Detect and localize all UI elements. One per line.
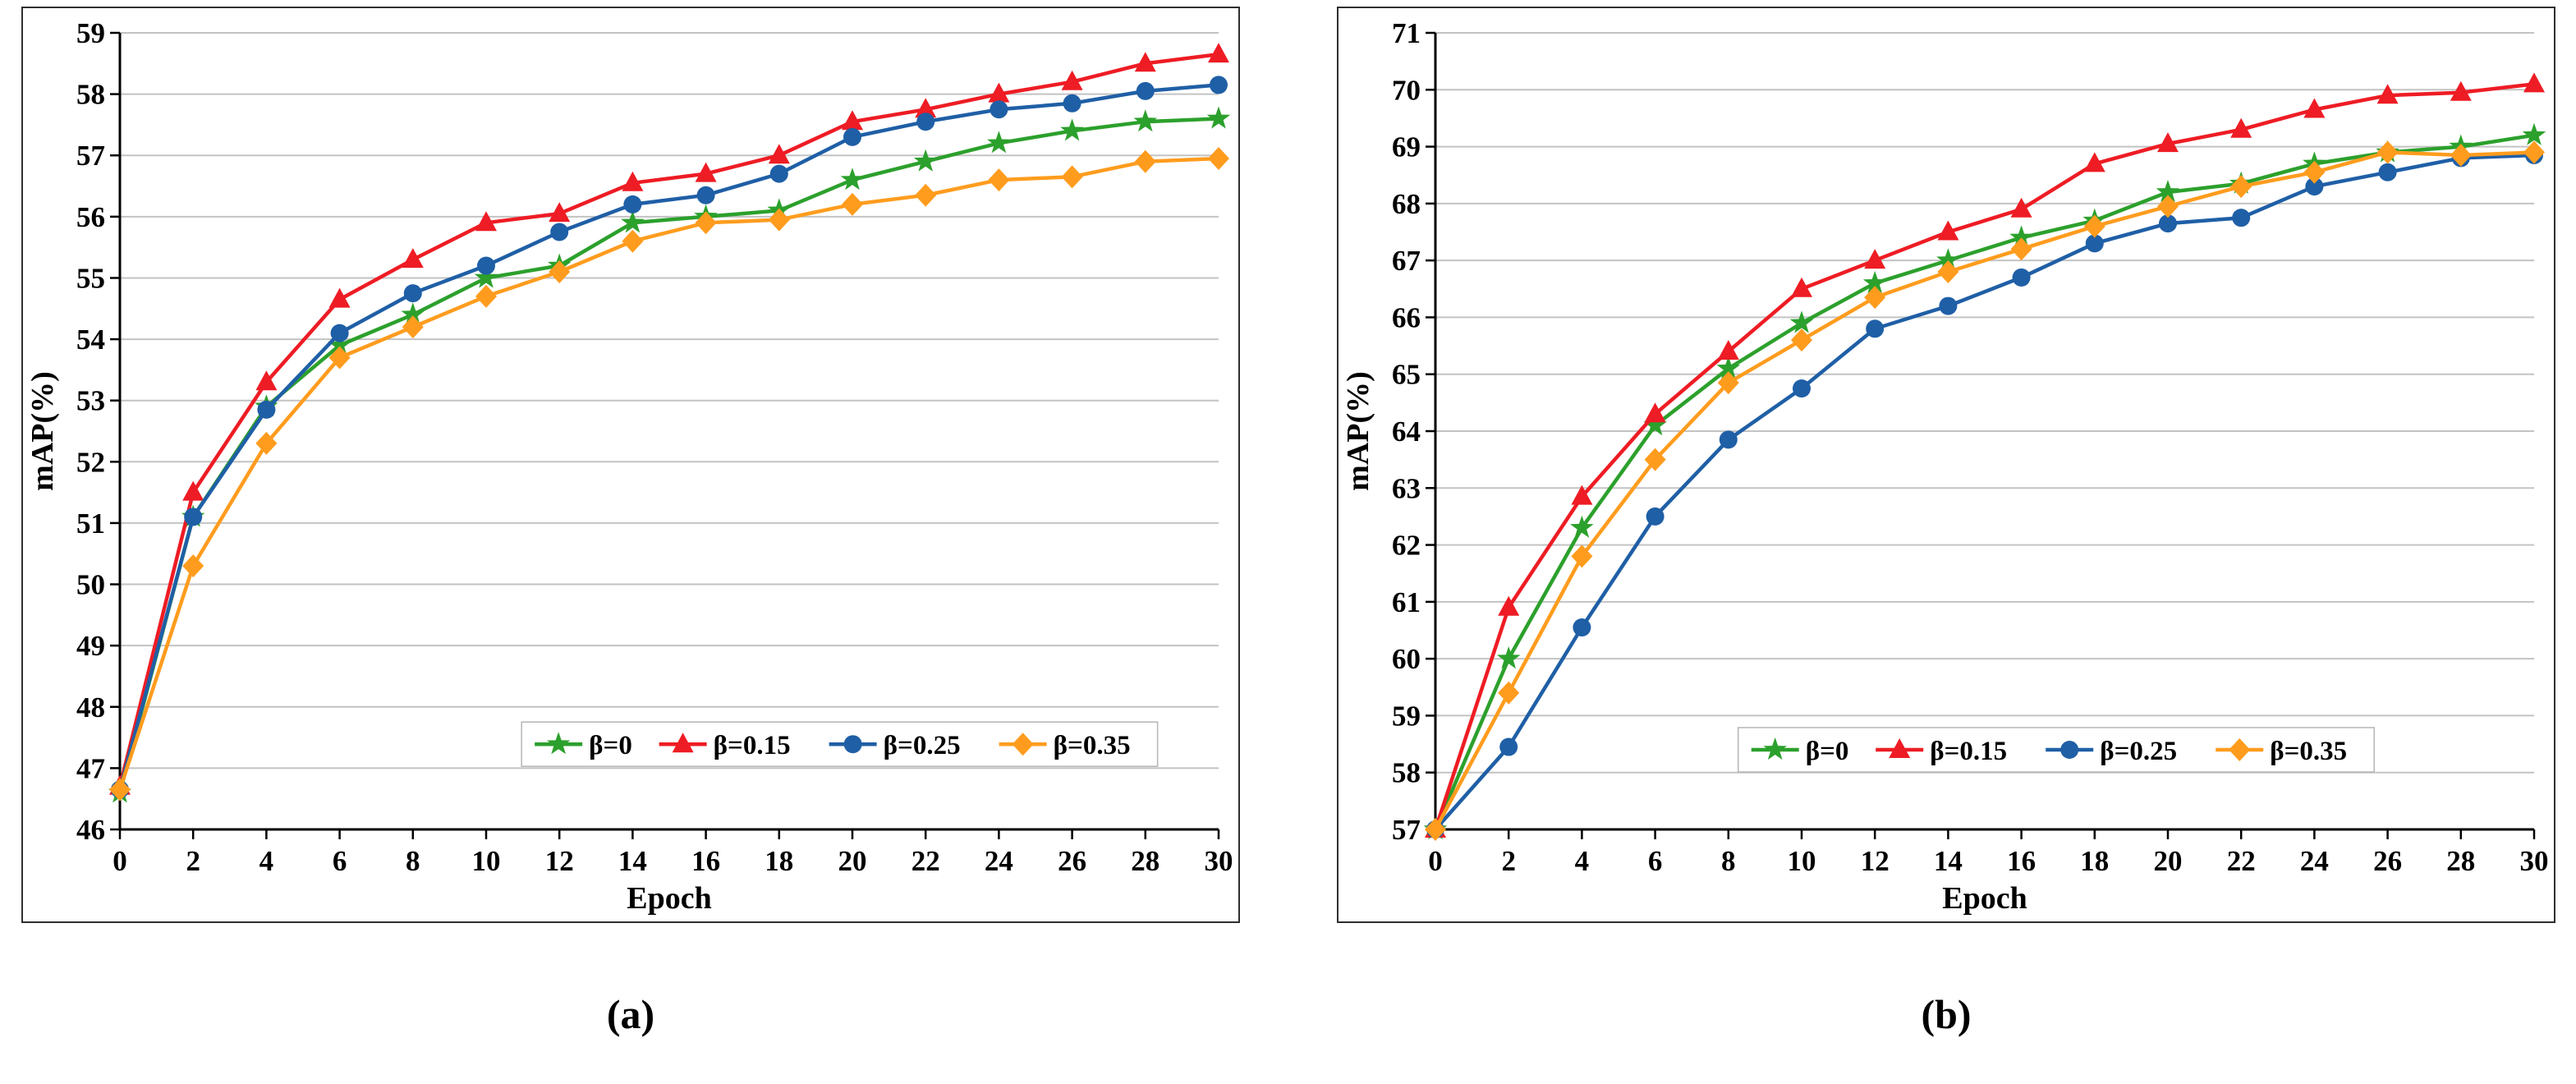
svg-text:56: 56 [76,201,105,233]
svg-text:16: 16 [2007,845,2036,877]
svg-text:30: 30 [2520,845,2549,877]
svg-text:4: 4 [1575,845,1590,877]
panel-b: 57 58 59 60 61 62 63 64 65 66 67 68 69 70 71 0 2 4 6 8 10 12 1… [1337,7,2555,1038]
svg-text:69: 69 [1392,131,1421,163]
svg-text:12: 12 [545,845,574,877]
svg-text:57: 57 [1392,814,1421,846]
svg-text:β=0.35: β=0.35 [1054,731,1131,760]
svg-text:β=0: β=0 [589,731,632,760]
caption-b: (b) [1921,991,1972,1037]
svg-text:8: 8 [406,845,420,877]
svg-text:β=0.15: β=0.15 [714,731,791,760]
svg-text:61: 61 [1392,586,1421,618]
svg-text:6: 6 [333,845,347,877]
figure: 46 47 48 49 50 51 52 53 54 55 56 57 58 59 0 2 4 6 8 10 12 14 1… [21,7,2555,1038]
svg-text:Epoch: Epoch [1942,881,2027,916]
svg-text:16: 16 [691,845,720,877]
svg-text:55: 55 [76,262,105,294]
svg-text:64: 64 [1392,416,1421,448]
svg-text:2: 2 [186,845,200,877]
svg-text:Epoch: Epoch [627,881,711,916]
svg-text:57: 57 [76,140,105,172]
svg-text:26: 26 [2373,845,2402,877]
svg-text:6: 6 [1648,845,1663,877]
svg-text:22: 22 [2227,845,2256,877]
svg-text:48: 48 [76,691,105,723]
svg-text:4: 4 [259,845,274,877]
svg-text:10: 10 [472,845,501,877]
svg-text:β=0.25: β=0.25 [2100,737,2177,766]
svg-text:46: 46 [76,814,105,846]
svg-text:62: 62 [1392,530,1421,562]
panel-a: 46 47 48 49 50 51 52 53 54 55 56 57 58 59 0 2 4 6 8 10 12 14 1… [21,7,1240,1038]
svg-text:0: 0 [112,845,127,877]
svg-text:18: 18 [2080,845,2109,877]
svg-text:58: 58 [1392,757,1421,789]
svg-text:49: 49 [76,630,105,662]
svg-text:14: 14 [1934,845,1963,877]
svg-text:12: 12 [1861,845,1890,877]
svg-text:24: 24 [2300,845,2329,877]
svg-text:18: 18 [765,845,793,877]
svg-text:53: 53 [76,385,105,417]
svg-text:65: 65 [1392,359,1421,391]
svg-text:20: 20 [2154,845,2183,877]
svg-text:52: 52 [76,446,105,478]
svg-text:59: 59 [76,17,105,49]
svg-text:β=0: β=0 [1806,737,1849,766]
svg-text:22: 22 [911,845,940,877]
svg-text:67: 67 [1392,245,1421,277]
caption-a: (a) [606,991,655,1037]
svg-text:30: 30 [1205,845,1233,877]
svg-text:28: 28 [1131,845,1159,877]
svg-text:20: 20 [838,845,867,877]
svg-text:0: 0 [1428,845,1443,877]
svg-text:β=0.35: β=0.35 [2270,737,2347,766]
svg-text:50: 50 [76,569,105,601]
svg-text:β=0.15: β=0.15 [1930,737,2007,766]
svg-text:24: 24 [985,845,1013,877]
svg-text:8: 8 [1721,845,1736,877]
svg-text:70: 70 [1392,74,1421,106]
svg-text:β=0.25: β=0.25 [884,731,961,760]
svg-text:26: 26 [1058,845,1086,877]
svg-text:68: 68 [1392,188,1421,220]
svg-text:66: 66 [1392,301,1421,333]
svg-text:60: 60 [1392,643,1421,675]
svg-text:54: 54 [76,324,105,356]
svg-text:71: 71 [1392,17,1421,49]
svg-text:mAP(%): mAP(%) [25,371,60,491]
svg-text:28: 28 [2446,845,2475,877]
svg-text:51: 51 [76,508,105,540]
svg-text:47: 47 [76,752,105,784]
chart-a-frame: 46 47 48 49 50 51 52 53 54 55 56 57 58 59 0 2 4 6 8 10 12 14 1… [21,7,1240,923]
svg-text:mAP(%): mAP(%) [1341,371,1375,491]
svg-text:59: 59 [1392,700,1421,732]
svg-text:58: 58 [76,79,105,111]
svg-text:63: 63 [1392,472,1421,504]
svg-text:2: 2 [1501,845,1516,877]
svg-text:14: 14 [618,845,647,877]
chart-b-frame: 57 58 59 60 61 62 63 64 65 66 67 68 69 70 71 0 2 4 6 8 10 12 1… [1337,7,2555,923]
svg-text:10: 10 [1788,845,1816,877]
